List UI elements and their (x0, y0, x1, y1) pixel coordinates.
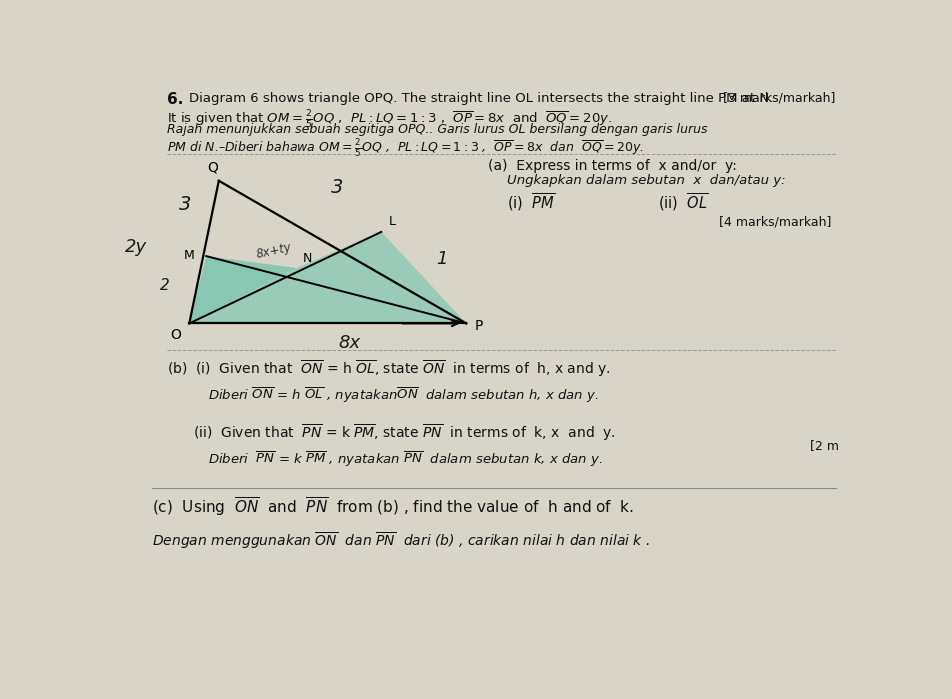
Text: 3: 3 (179, 195, 191, 215)
Text: Rajah menunjukkan sebuah segitiga OPQ.. Garis lurus OL bersilang dengan garis lu: Rajah menunjukkan sebuah segitiga OPQ.. … (167, 123, 707, 136)
Text: (a)  Express in terms of  x and/or  y:: (a) Express in terms of x and/or y: (487, 159, 737, 173)
Text: L: L (388, 215, 395, 228)
Text: 1: 1 (436, 250, 447, 268)
Text: PM di N.–Diberi bahawa $OM = \frac{2}{5}OQ$ ,  $PL:LQ = 1 : 3$ ,  $\overline{OP}: PM di N.–Diberi bahawa $OM = \frac{2}{5}… (167, 138, 644, 159)
Text: Diberi  $\overline{PN}$ = k $\overline{PM}$ , nyatakan $\overline{PN}$  dalam se: Diberi $\overline{PN}$ = k $\overline{PM… (208, 450, 602, 469)
Text: 6.: 6. (167, 92, 184, 107)
Text: 8x: 8x (339, 333, 361, 352)
Text: (c)  Using  $\overline{ON}$  and  $\overline{PN}$  from (b) , find the value of : (c) Using $\overline{ON}$ and $\overline… (152, 496, 634, 519)
Text: (ii)  Given that  $\overline{PN}$ = k $\overline{PM}$, state $\overline{PN}$  in: (ii) Given that $\overline{PN}$ = k $\ov… (192, 423, 615, 443)
Polygon shape (189, 232, 466, 324)
Polygon shape (189, 256, 296, 324)
Text: [2 m: [2 m (809, 439, 839, 452)
Text: P: P (475, 319, 483, 333)
Text: 8x+ty: 8x+ty (255, 241, 293, 261)
Text: [3 marks/markah]: [3 marks/markah] (723, 92, 835, 105)
Text: [4 marks/markah]: [4 marks/markah] (719, 216, 831, 229)
Text: Ungkapkan dalam sebutan  x  dan/atau y:: Ungkapkan dalam sebutan x dan/atau y: (506, 174, 784, 187)
Text: (b)  (i)  Given that  $\overline{ON}$ = h $\overline{OL}$, state $\overline{ON}$: (b) (i) Given that $\overline{ON}$ = h $… (167, 359, 610, 379)
Text: 2y: 2y (125, 238, 147, 256)
Text: It is given that $OM = \frac{2}{5}OQ$ ,  $PL:LQ = 1 : 3$ ,  $\overline{OP} = 8x$: It is given that $OM = \frac{2}{5}OQ$ , … (167, 108, 611, 130)
Text: (ii)  $\overline{OL}$: (ii) $\overline{OL}$ (658, 192, 708, 213)
Text: 3: 3 (330, 178, 343, 197)
Text: Diberi $\overline{ON}$ = h $\overline{OL}$ , nyatakan$\overline{ON}$  dalam sebu: Diberi $\overline{ON}$ = h $\overline{OL… (208, 385, 598, 405)
Text: Q: Q (208, 160, 218, 174)
Text: N: N (302, 252, 311, 265)
Text: Dengan menggunakan $\overline{ON}$  dan $\overline{PN}$  dari (b) , carikan nila: Dengan menggunakan $\overline{ON}$ dan $… (152, 531, 649, 551)
Text: (i)  $\overline{PM}$: (i) $\overline{PM}$ (506, 192, 554, 213)
Text: M: M (184, 249, 194, 261)
Text: 2: 2 (160, 278, 169, 293)
Text: O: O (170, 328, 181, 342)
Text: Diagram 6 shows triangle OPQ. The straight line OL intersects the straight line : Diagram 6 shows triangle OPQ. The straig… (189, 92, 773, 105)
